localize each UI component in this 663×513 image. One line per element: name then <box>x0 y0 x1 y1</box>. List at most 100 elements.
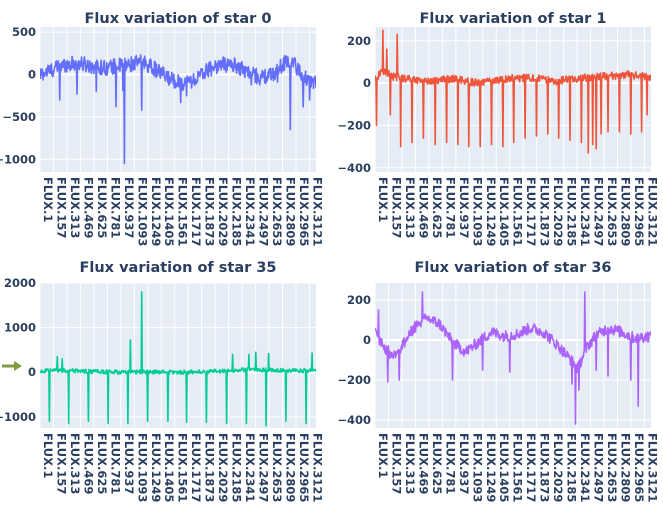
x-tick-label: FLUX.625 <box>430 433 444 494</box>
series-line-star-0 <box>40 54 316 165</box>
x-tick-label: FLUX.625 <box>430 177 444 238</box>
x-tick-label: FLUX.1873 <box>203 177 217 246</box>
y-tick-label: 0 <box>363 333 371 347</box>
x-tick-label: FLUX.1717 <box>189 433 203 502</box>
x-tick-label: FLUX.2185 <box>565 177 579 246</box>
y-tick-label: −400 <box>337 413 371 427</box>
x-tick-label: FLUX.2809 <box>283 177 297 246</box>
x-tick-label: FLUX.313 <box>68 177 82 238</box>
x-tick-label: FLUX.2497 <box>257 433 271 502</box>
x-tick-label: FLUX.1873 <box>203 433 217 502</box>
x-tick-label: FLUX.1 <box>41 177 55 222</box>
x-tick-label: FLUX.2809 <box>283 433 297 502</box>
y-tick-label: −500 <box>2 110 36 124</box>
y-tick-label: 200 <box>347 34 371 48</box>
arrow-indicator-icon <box>2 361 22 371</box>
x-tick-label: FLUX.1093 <box>470 177 484 246</box>
y-tick-label: −200 <box>337 373 371 387</box>
x-tick-label: FLUX.1249 <box>149 433 163 502</box>
y-tick-label: 200 <box>347 293 371 307</box>
x-tick-label: FLUX.1717 <box>189 177 203 246</box>
x-tick-label: FLUX.2809 <box>618 433 632 502</box>
x-tick-label: FLUX.2653 <box>605 433 619 502</box>
x-tick-label: FLUX.1873 <box>538 177 552 246</box>
x-tick-label: FLUX.2341 <box>243 433 257 502</box>
x-tick-label: FLUX.781 <box>108 177 122 238</box>
x-tick-label: FLUX.937 <box>122 433 136 494</box>
x-tick-label: FLUX.2029 <box>216 433 230 502</box>
x-tick-label: FLUX.2965 <box>297 433 311 502</box>
series-line-star-1 <box>375 29 651 154</box>
x-tick-label: FLUX.2965 <box>632 433 646 502</box>
x-tick-label: FLUX.1093 <box>135 433 149 502</box>
x-tick-label: FLUX.2497 <box>257 177 271 246</box>
x-tick-label: FLUX.1561 <box>176 433 190 502</box>
x-tick-label: FLUX.1873 <box>538 433 552 502</box>
x-tick-label: FLUX.2185 <box>565 433 579 502</box>
y-tick-label: −200 <box>337 118 371 132</box>
x-tick-label: FLUX.2653 <box>270 433 284 502</box>
subplot-1: 200 0 −200 −400 FLUX.1 FLUX.157 FLUX.313 FLUX.4… <box>337 11 659 246</box>
y-tick-label: 1000 <box>4 321 36 335</box>
y-tick-label: −1000 <box>0 410 36 424</box>
subplot-0: 5000−500−1000FLUX.1FLUX.157FLUX.313FLUX.… <box>0 11 324 246</box>
x-tick-label: FLUX.157 <box>54 177 68 238</box>
x-tick-label: FLUX.937 <box>122 177 136 238</box>
x-tick-label: FLUX.1249 <box>149 177 163 246</box>
x-tick-label: FLUX.2341 <box>578 177 592 246</box>
x-tick-label: FLUX.2965 <box>632 177 646 246</box>
x-tick-label: FLUX.2341 <box>578 433 592 502</box>
x-tick-label: FLUX.2965 <box>297 177 311 246</box>
x-tick-label: FLUX.2653 <box>605 177 619 246</box>
x-tick-label: FLUX.3121 <box>645 177 659 246</box>
x-tick-label: FLUX.937 <box>457 433 471 494</box>
subplot-2: 200010000−1000FLUX.1FLUX.157FLUX.313FLUX… <box>0 260 324 502</box>
x-tick-label: FLUX.1561 <box>511 433 525 502</box>
chart-title: Flux variation of star 36 <box>414 260 611 276</box>
x-tick-label: FLUX.469 <box>416 177 430 238</box>
x-tick-label: FLUX.157 <box>54 433 68 494</box>
x-tick-label: FLUX.2341 <box>243 177 257 246</box>
x-tick-label: FLUX.3121 <box>310 433 324 502</box>
x-tick-label: FLUX.157 <box>389 177 403 238</box>
x-tick-label: FLUX.1093 <box>135 177 149 246</box>
x-tick-label: FLUX.1249 <box>484 433 498 502</box>
x-tick-label: FLUX.157 <box>389 433 403 494</box>
x-tick-label: FLUX.3121 <box>645 433 659 502</box>
x-tick-label: FLUX.1717 <box>524 177 538 246</box>
x-tick-label: FLUX.1 <box>376 433 390 478</box>
plot-area <box>40 283 316 428</box>
x-tick-label: FLUX.625 <box>95 433 109 494</box>
x-tick-label: FLUX.1561 <box>511 177 525 246</box>
y-tick-label: 0 <box>28 67 36 81</box>
y-tick-label: 2000 <box>4 276 36 290</box>
plot-area <box>40 27 316 172</box>
x-tick-label: FLUX.1561 <box>176 177 190 246</box>
x-tick-label: FLUX.1093 <box>470 433 484 502</box>
x-tick-label: FLUX.1405 <box>497 177 511 246</box>
x-tick-label: FLUX.1405 <box>162 433 176 502</box>
plot-area <box>375 283 651 428</box>
x-tick-label: FLUX.313 <box>403 433 417 494</box>
y-tick-label: −1000 <box>0 152 36 166</box>
x-tick-label: FLUX.937 <box>457 177 471 238</box>
x-tick-label: FLUX.469 <box>81 177 95 238</box>
x-tick-label: FLUX.1405 <box>162 177 176 246</box>
x-tick-label: FLUX.625 <box>95 177 109 238</box>
x-tick-label: FLUX.1 <box>41 433 55 478</box>
chart-title: Flux variation of star 35 <box>79 260 276 276</box>
x-tick-label: FLUX.2653 <box>270 177 284 246</box>
x-tick-label: FLUX.781 <box>443 433 457 494</box>
y-tick-label: 0 <box>363 76 371 90</box>
y-tick-label: 500 <box>12 25 36 39</box>
x-tick-label: FLUX.2497 <box>592 433 606 502</box>
y-tick-label: 0 <box>28 365 36 379</box>
x-tick-label: FLUX.2029 <box>551 433 565 502</box>
x-tick-label: FLUX.1249 <box>484 177 498 246</box>
x-tick-label: FLUX.1405 <box>497 433 511 502</box>
x-tick-label: FLUX.469 <box>81 433 95 494</box>
x-tick-label: FLUX.2185 <box>230 177 244 246</box>
x-tick-label: FLUX.2029 <box>216 177 230 246</box>
y-tick-label: −400 <box>337 161 371 175</box>
